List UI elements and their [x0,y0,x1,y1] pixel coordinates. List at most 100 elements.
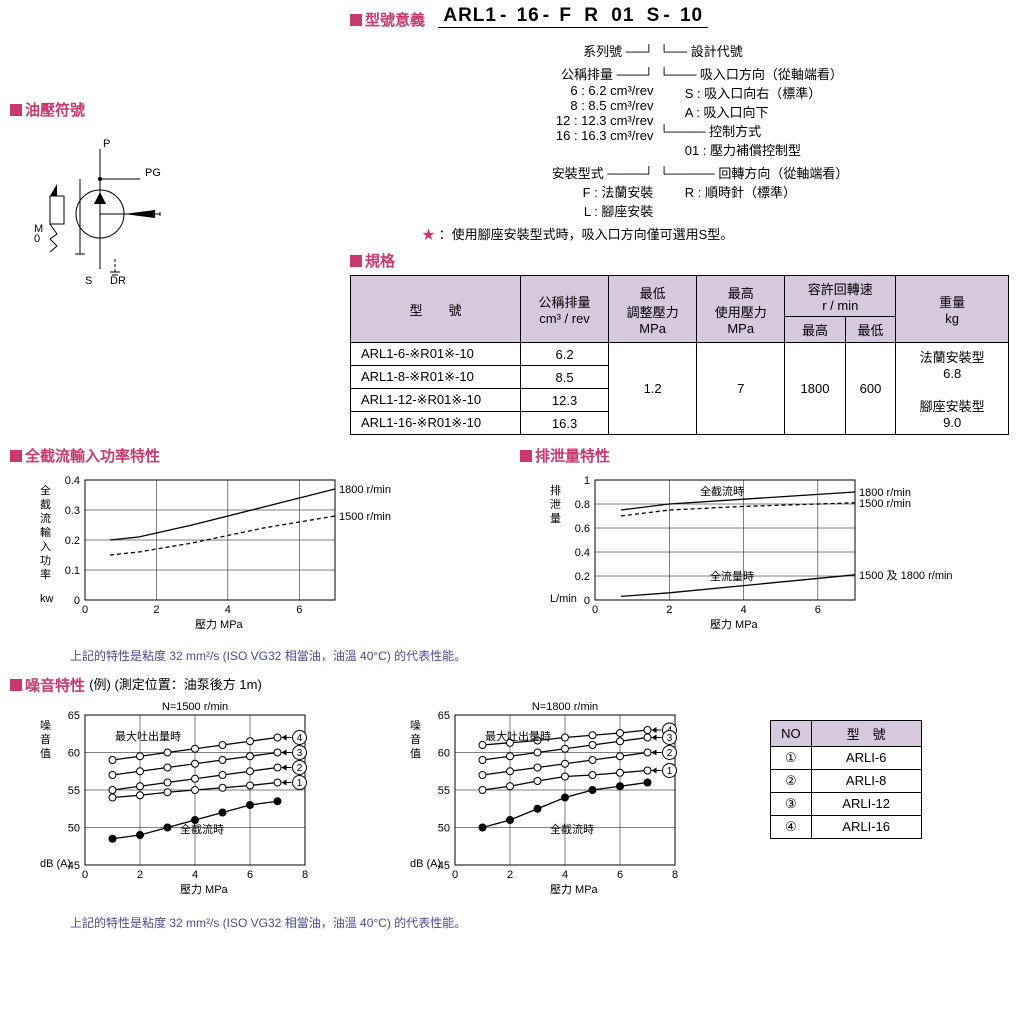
svg-text:量: 量 [550,512,561,525]
svg-text:入: 入 [40,541,51,553]
svg-text:4: 4 [562,869,568,881]
svg-text:0: 0 [592,604,598,616]
svg-text:全截流時: 全截流時 [550,822,594,836]
hydraulic-symbol-diagram: P PG M 0 S DR [10,124,210,294]
chart-note-2: 上記的特性是粘度 32 mm²/s (ISO VG32 相當油，油溫 40°C)… [70,914,1009,931]
svg-text:壓力 MPa: 壓力 MPa [550,883,599,896]
svg-text:65: 65 [68,710,80,722]
svg-text:功: 功 [40,554,51,567]
svg-text:50: 50 [68,822,80,834]
svg-text:55: 55 [438,785,450,797]
svg-text:1: 1 [667,766,673,777]
svg-text:全: 全 [40,483,51,497]
svg-text:1500 r/min: 1500 r/min [859,498,911,510]
svg-text:50: 50 [438,822,450,834]
svg-text:0.2: 0.2 [575,571,590,583]
svg-text:4: 4 [225,604,231,616]
drain-flow-chart: 024600.20.40.60.811800 r/min1500 r/min15… [520,470,1000,640]
svg-text:0: 0 [82,604,88,616]
svg-text:kw: kw [40,593,54,605]
port-pg-label: PG [145,167,161,179]
svg-text:N=1500 r/min: N=1500 r/min [162,701,228,713]
svg-text:最大吐出量時: 最大吐出量時 [485,729,551,743]
svg-text:6: 6 [815,604,821,616]
svg-text:55: 55 [68,785,80,797]
svg-text:2: 2 [153,604,159,616]
noise-heading: 噪音特性 (例) (測定位置：油泵後方 1m) [10,674,1009,696]
svg-text:值: 值 [410,747,421,760]
svg-text:4: 4 [741,604,747,616]
cutoff-power-chart: 024600.10.20.30.41800 r/min1500 r/min全截流… [10,470,440,640]
svg-text:60: 60 [438,747,450,759]
svg-text:8: 8 [672,869,678,881]
svg-text:最大吐出量時: 最大吐出量時 [115,729,181,743]
svg-text:L/min: L/min [550,593,577,605]
svg-text:6: 6 [247,869,253,881]
chart-note-1: 上記的特性是粘度 32 mm²/s (ISO VG32 相當油，油溫 40°C)… [70,647,1009,664]
svg-text:6: 6 [617,869,623,881]
svg-text:0.4: 0.4 [65,475,80,487]
table-row: ②ARLI-8 [771,769,922,792]
svg-text:1: 1 [297,778,303,789]
noise-chart-1500: 0246845505560654321N=1500 r/min最大吐出量時全截流… [10,700,380,910]
svg-text:壓力 MPa: 壓力 MPa [180,883,229,896]
noise-chart-1800: 0246845505560654321N=1800 r/min最大吐出量時全截流… [380,700,750,910]
svg-text:2: 2 [666,604,672,616]
svg-text:2: 2 [297,763,303,774]
svg-text:4: 4 [297,733,303,744]
svg-text:0.1: 0.1 [65,565,80,577]
svg-text:1: 1 [584,475,590,487]
svg-text:2: 2 [137,869,143,881]
svg-text:輸: 輸 [40,525,51,539]
svg-text:0.3: 0.3 [65,505,80,517]
svg-text:值: 值 [40,747,51,760]
svg-text:0.4: 0.4 [575,547,590,559]
svg-text:全截流時: 全截流時 [180,822,224,836]
svg-text:N=1800 r/min: N=1800 r/min [532,701,598,713]
spec-heading: 規格 [350,250,1009,271]
noise-index-table: NO型 號 ①ARLI-6 ②ARLI-8 ③ARLI-12 ④ARLI-16 [770,720,922,839]
svg-text:全流量時: 全流量時 [710,569,754,583]
svg-text:0.8: 0.8 [575,499,590,511]
svg-text:0: 0 [452,869,458,881]
svg-text:截: 截 [40,497,51,511]
svg-text:60: 60 [68,747,80,759]
svg-text:1500 r/min: 1500 r/min [339,511,391,523]
svg-text:率: 率 [40,567,51,581]
svg-text:3: 3 [297,748,303,759]
full-cutoff-heading: 全截流輸入功率特性 [10,445,520,466]
table-row: ARL1-6-※R01※-106.2 1.27 1800600 法蘭安裝型6.8… [351,343,1009,366]
svg-text:0: 0 [82,869,88,881]
hydraulic-symbol-heading: 油壓符號 [10,99,350,120]
svg-text:dB (A): dB (A) [410,858,441,870]
svg-text:1500 及 1800 r/min: 1500 及 1800 r/min [859,570,953,582]
svg-text:流: 流 [40,511,51,525]
model-code: ARL1- 16- F R 01 S- 10 [438,5,708,28]
svg-text:65: 65 [438,710,450,722]
model-code-breakdown: 系列號 ──┘ └── 設計代號 公稱排量 ───┘ 6 : 6.2 cm³/r… [340,38,999,246]
svg-text:2: 2 [667,748,673,759]
svg-text:0.6: 0.6 [575,523,590,535]
svg-text:0: 0 [34,233,40,245]
svg-text:音: 音 [410,732,421,746]
port-dr-label: DR [110,275,126,287]
svg-text:dB (A): dB (A) [40,858,71,870]
table-row: ①ARLI-6 [771,746,922,769]
table-row: ④ARLI-16 [771,815,922,838]
svg-text:音: 音 [40,732,51,746]
table-row: ③ARLI-12 [771,792,922,815]
svg-text:噪: 噪 [40,719,51,732]
svg-text:壓力 MPa: 壓力 MPa [710,618,759,631]
svg-text:1800 r/min: 1800 r/min [339,484,391,496]
svg-text:泄: 泄 [550,498,561,511]
drain-heading: 排泄量特性 [520,445,1009,466]
port-p-label: P [103,138,110,150]
svg-text:3: 3 [667,733,673,744]
svg-text:全截流時: 全截流時 [700,484,744,498]
svg-text:0.2: 0.2 [65,535,80,547]
svg-text:0: 0 [584,595,590,607]
svg-text:排: 排 [550,483,561,497]
svg-text:2: 2 [507,869,513,881]
port-s-label: S [85,275,92,287]
svg-text:4: 4 [192,869,198,881]
